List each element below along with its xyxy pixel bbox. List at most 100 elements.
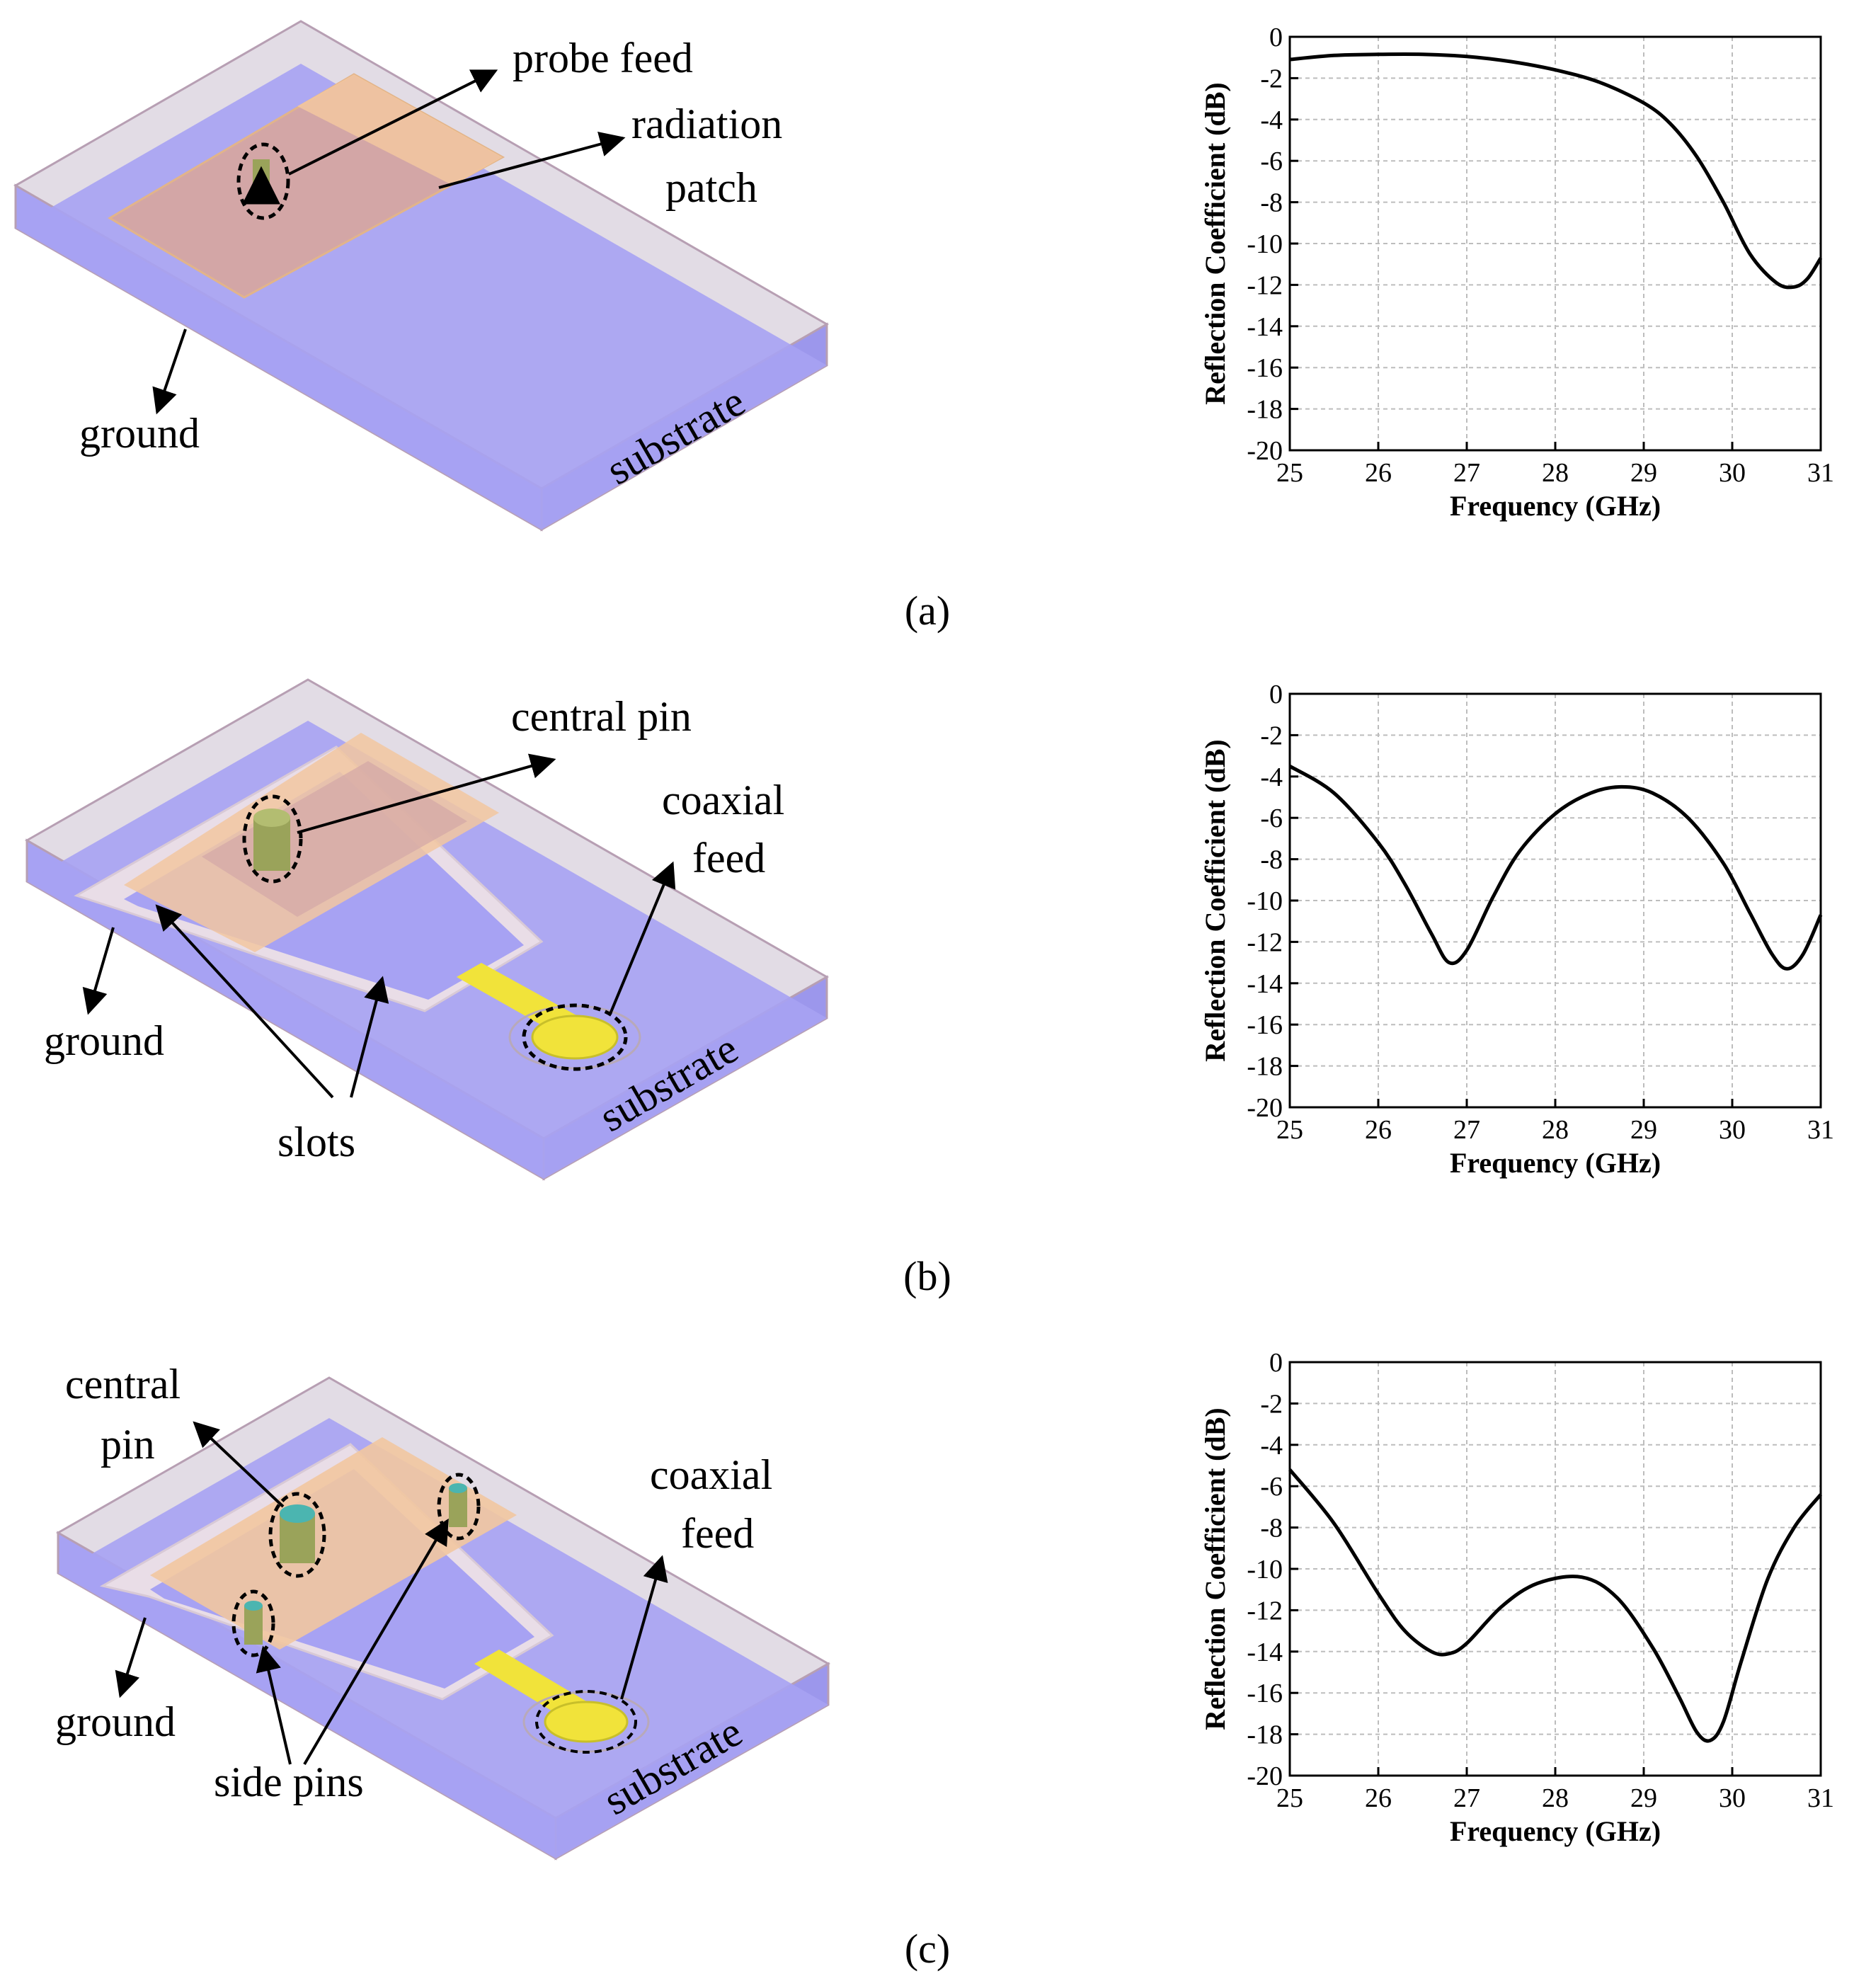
x-tick-label: 25 — [1276, 1115, 1303, 1145]
chart-b: 25 26 27 28 29 30 31 0 -2 -4 -6 -8 -10 -12 -14 -16 -18 -2… — [1199, 680, 1834, 1179]
x-tick-label: 27 — [1453, 458, 1480, 488]
x-tick-label: 30 — [1719, 1783, 1746, 1813]
y-tick-label: -18 — [1247, 1720, 1283, 1750]
y-axis-title: Reflection Coefficient (dB) — [1199, 82, 1231, 404]
x-tick-label: 28 — [1542, 1783, 1569, 1813]
central-pin-top-b — [253, 809, 290, 827]
label-feed-b: feed — [692, 835, 765, 881]
patch-pink-b — [202, 761, 467, 917]
label-central-pin-b: central pin — [511, 693, 692, 740]
x-axis-title: Frequency (GHz) — [1450, 490, 1661, 522]
feed-line-b — [457, 963, 584, 1035]
caption-c: (c) — [905, 1926, 950, 1972]
y-tick-label: -6 — [1260, 1472, 1283, 1502]
series-line — [1288, 1468, 1822, 1743]
side-pin-right-c — [449, 1488, 467, 1527]
y-tick-label: -20 — [1247, 1761, 1283, 1791]
patch-orange-top-a — [297, 74, 503, 185]
series-line — [1289, 52, 1823, 290]
x-tick-label: 28 — [1542, 1115, 1569, 1145]
x-tick-label: 26 — [1365, 1783, 1392, 1813]
series-line — [1288, 765, 1823, 971]
leader-ground-a — [152, 329, 187, 415]
label-ground-b: ground — [44, 1017, 164, 1064]
x-tick-label: 31 — [1807, 1115, 1834, 1145]
y-tick-label: -12 — [1247, 1596, 1283, 1626]
y-tick-label: -16 — [1247, 353, 1283, 383]
feed-line-c — [474, 1650, 595, 1722]
y-tick-label: -2 — [1260, 1389, 1283, 1419]
x-tick-label: 30 — [1719, 1115, 1746, 1145]
y-axis-title: Reflection Coefficient (dB) — [1199, 1407, 1231, 1730]
x-tick-label: 29 — [1630, 1115, 1657, 1145]
y-axis-title: Reflection Coefficient (dB) — [1199, 739, 1231, 1061]
y-tick-label: -14 — [1247, 312, 1283, 342]
leader-side-pin2-c — [303, 1518, 449, 1766]
y-tick-label: -18 — [1247, 395, 1283, 425]
coax-pad-b — [531, 1015, 619, 1060]
y-tick-label: -18 — [1247, 1052, 1283, 1082]
y-tick-label: -20 — [1247, 1093, 1283, 1123]
x-tick-label: 29 — [1630, 458, 1657, 488]
diagram-a: probe feed radiation patch ground substr… — [13, 20, 830, 532]
leader-radiation-patch — [438, 132, 626, 189]
x-tick-label: 27 — [1453, 1115, 1480, 1145]
central-pin-top-c — [280, 1504, 315, 1523]
y-tick-label: -2 — [1260, 64, 1283, 93]
y-tick-label: -4 — [1260, 762, 1283, 792]
label-slots-b: slots — [277, 1119, 355, 1165]
caption-a: (a) — [905, 588, 950, 634]
chart-c: 25 26 27 28 29 30 31 0 -2 -4 -6 -8 -10 -12 -14 -16 -18 -2… — [1199, 1348, 1834, 1847]
y-tick-label: -8 — [1260, 845, 1283, 875]
x-axis-title: Frequency (GHz) — [1450, 1147, 1661, 1179]
central-pin-highlight-b — [242, 794, 303, 884]
coax-highlight-c — [535, 1690, 637, 1754]
y-tick-label: 0 — [1269, 680, 1283, 709]
y-tick-label: -4 — [1260, 1431, 1283, 1461]
y-tick-label: 0 — [1269, 1348, 1283, 1378]
leader-coaxial-c — [620, 1555, 668, 1700]
side-pin-left-top-c — [244, 1601, 263, 1611]
x-tick-label: 30 — [1719, 458, 1746, 488]
y-tick-label: -12 — [1247, 927, 1283, 957]
y-tick-label: -12 — [1247, 270, 1283, 300]
leader-ground-c — [115, 1617, 147, 1698]
y-tick-label: -14 — [1247, 1638, 1283, 1667]
y-tick-label: -10 — [1247, 886, 1283, 916]
caption-b: (b) — [903, 1253, 951, 1299]
x-tick-label: 31 — [1807, 1783, 1834, 1813]
y-tick-label: -16 — [1247, 1010, 1283, 1040]
leader-ground-b — [82, 927, 115, 1015]
y-tick-label: -16 — [1247, 1679, 1283, 1708]
y-tick-label: -6 — [1260, 804, 1283, 833]
coax-pad-c — [544, 1701, 629, 1743]
side-pin-right-highlight-c — [437, 1473, 481, 1541]
y-tick-label: -2 — [1260, 721, 1283, 750]
x-tick-label: 28 — [1542, 458, 1569, 488]
side-pin-left-highlight-c — [231, 1589, 275, 1657]
x-tick-label: 25 — [1276, 1783, 1303, 1813]
leader-central-pin-c — [193, 1421, 285, 1508]
x-tick-label: 29 — [1630, 1783, 1657, 1813]
label-ground-c: ground — [55, 1698, 176, 1745]
x-tick-label: 27 — [1453, 1783, 1480, 1813]
x-axis-title: Frequency (GHz) — [1450, 1815, 1661, 1847]
leader-slot1-b — [155, 904, 334, 1099]
leader-side-pin1-c — [256, 1645, 292, 1765]
y-tick-label: -14 — [1247, 969, 1283, 999]
side-pin-right-top-c — [449, 1483, 467, 1493]
y-tick-label: -8 — [1260, 1514, 1283, 1543]
x-tick-label: 26 — [1365, 1115, 1392, 1145]
label-central-c: central — [65, 1361, 181, 1407]
chart-a: 25 26 27 28 29 30 31 0 -2 -4 -6 -8 -10 -12 -14 -16 -18 -2… — [1199, 23, 1834, 522]
side-pin-left-c — [244, 1606, 263, 1645]
y-tick-label: -10 — [1247, 1555, 1283, 1584]
label-side-pins-c: side pins — [214, 1759, 364, 1805]
y-tick-label: -8 — [1260, 188, 1283, 218]
label-coaxial-c: coaxial — [650, 1451, 772, 1498]
label-probe-feed: probe feed — [513, 35, 693, 81]
diagram-b: central pin coaxial feed ground slots su… — [24, 678, 830, 1181]
leader-coaxial-b — [609, 861, 676, 1015]
leader-slot2-b — [350, 976, 389, 1098]
x-tick-label: 26 — [1365, 458, 1392, 488]
